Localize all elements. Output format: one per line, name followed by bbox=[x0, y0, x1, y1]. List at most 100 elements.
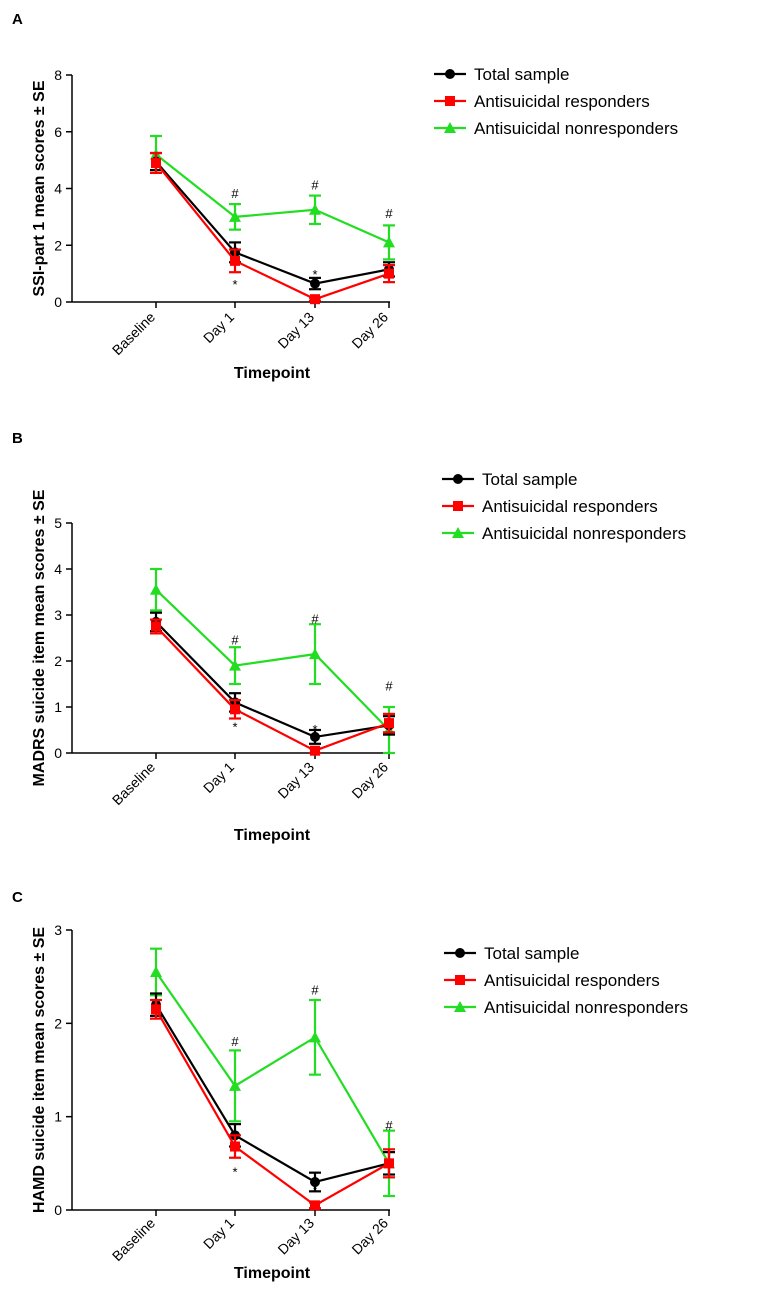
panel-a-x-tick-label: Baseline bbox=[109, 309, 158, 358]
panel-c-legend-responders-label: Antisuicidal responders bbox=[484, 971, 660, 990]
panel-a-significance-star: * bbox=[232, 277, 237, 292]
panel-b-legend-nonresponders-marker bbox=[452, 527, 464, 538]
panel-a-x-axis-title: Timepoint bbox=[234, 365, 311, 382]
panel-c-significance-star: * bbox=[312, 1181, 317, 1196]
panel-c-series-total-line bbox=[155, 1004, 390, 1184]
panel-b-series-responders-point bbox=[310, 745, 320, 756]
panel-b: B 0 1 2 3 4 5 Baseline Day 1 Day 13 Day 26 MADRS su… bbox=[12, 430, 686, 844]
panel-a-series-nonresponders-point bbox=[229, 210, 241, 222]
panel-b-series-total-line bbox=[155, 621, 390, 739]
panel-b-series-nonresponders-point bbox=[229, 659, 241, 671]
panel-c-series-nonresponders-point bbox=[150, 966, 162, 977]
panel-a-y-tick-label: 2 bbox=[54, 237, 62, 253]
panel-a-legend-responders-label: Antisuicidal responders bbox=[474, 92, 650, 111]
panel-c-x-tick-label: Day 1 bbox=[200, 1215, 237, 1252]
panel-c-legend-total-marker bbox=[455, 948, 465, 958]
panel-b-x-tick-label: Day 26 bbox=[348, 759, 391, 802]
panel-a-series-responders-point bbox=[384, 268, 394, 279]
panel-c-legend-nonresponders-marker bbox=[454, 1001, 466, 1012]
panel-b-y-axis-title: MADRS suicide item mean scores ± SE bbox=[31, 489, 48, 786]
panel-b-y-tick-label: 5 bbox=[54, 515, 62, 531]
panel-a-series-total-point bbox=[310, 278, 320, 289]
panel-a-series-nonresponders-line bbox=[155, 153, 390, 244]
panel-a-legend-nonresponders-marker bbox=[444, 122, 456, 133]
panel-c-y-tick-label: 3 bbox=[54, 922, 62, 938]
panel-c-significance-hash: # bbox=[311, 983, 319, 998]
panel-b-series-nonresponders-point bbox=[150, 583, 162, 595]
panel-a-series-total-line bbox=[155, 160, 390, 285]
panel-c: C 0 1 2 3 Baseline Day 1 Day 13 Day 26 HAMD suici… bbox=[12, 889, 688, 1282]
panel-b-x-axis-title: Timepoint bbox=[234, 827, 311, 844]
panel-b-series-nonresponders-point bbox=[309, 648, 321, 660]
panel-c-y-tick-label: 1 bbox=[54, 1109, 62, 1125]
panel-a-y-tick-label: 4 bbox=[54, 181, 62, 197]
panel-a-significance-star: * bbox=[312, 267, 317, 282]
panel-a: A 0 2 4 6 8 Baseline Day 1 Day 13 Day 26 SSI-part … bbox=[12, 11, 678, 382]
panel-c-series-nonresponders-point bbox=[309, 1031, 321, 1043]
panel-b-x-tick-label: Baseline bbox=[109, 759, 158, 808]
panel-c-x-tick-label: Day 13 bbox=[274, 1215, 317, 1258]
panel-a-series-responders-point bbox=[310, 294, 320, 305]
panel-c-series-responders-point bbox=[230, 1141, 240, 1152]
panel-b-legend-total-label: Total sample bbox=[482, 470, 577, 489]
panel-b-significance-hash: # bbox=[311, 612, 319, 627]
panel-c-series-responders-line bbox=[155, 1008, 390, 1207]
panel-b-significance-star: * bbox=[232, 720, 237, 735]
panel-c-x-tick-label: Baseline bbox=[109, 1215, 158, 1264]
panel-c-legend-responders-marker bbox=[455, 975, 465, 985]
panel-b-y-tick-label: 2 bbox=[54, 653, 62, 669]
panel-b-series-nonresponders-line bbox=[155, 588, 390, 731]
panel-c-y-tick-label: 2 bbox=[54, 1015, 62, 1031]
panel-a-y-tick-label: 6 bbox=[54, 124, 62, 140]
panel-c-x-tick-label: Day 26 bbox=[348, 1215, 391, 1258]
panel-a-legend-nonresponders-label: Antisuicidal nonresponders bbox=[474, 119, 678, 138]
panel-a-significance-hash: # bbox=[385, 206, 393, 221]
panel-a-series-responders-point bbox=[230, 255, 240, 266]
panel-b-y-tick-label: 0 bbox=[54, 745, 62, 761]
panel-b-series-total-point bbox=[310, 731, 320, 742]
panel-a-y-tick-label: 0 bbox=[54, 294, 62, 310]
panel-b-series-responders-line bbox=[155, 625, 390, 752]
panel-c-series-responders-point bbox=[384, 1158, 394, 1169]
panel-c-significance-star: * bbox=[232, 1165, 237, 1180]
panel-a-legend-total-marker bbox=[445, 69, 455, 79]
panel-b-significance-hash: # bbox=[231, 632, 239, 647]
panel-c-series-responders-point bbox=[151, 1004, 161, 1015]
panel-a-series-responders-line bbox=[155, 162, 390, 301]
panel-a-series-responders-point bbox=[151, 157, 161, 168]
panel-a-series-nonresponders-point bbox=[383, 236, 395, 248]
panel-b-y-tick-label: 1 bbox=[54, 699, 62, 715]
panel-a-significance-hash: # bbox=[311, 178, 319, 193]
panel-a-letter: A bbox=[12, 11, 23, 28]
panel-c-significance-hash: # bbox=[385, 1118, 393, 1133]
panel-c-letter: C bbox=[12, 889, 23, 906]
panel-a-x-tick-label: Day 1 bbox=[200, 309, 237, 346]
panel-c-x-axis-title: Timepoint bbox=[234, 1265, 311, 1282]
panel-a-y-tick-label: 8 bbox=[54, 67, 62, 83]
panel-b-legend-responders-marker bbox=[453, 501, 463, 511]
panel-b-significance-hash: # bbox=[385, 678, 393, 693]
panel-c-series-total-point bbox=[310, 1177, 320, 1187]
panel-a-series-nonresponders-point bbox=[309, 203, 321, 215]
panel-a-y-axis-title: SSI-part 1 mean scores ± SE bbox=[31, 80, 48, 296]
panel-c-series-responders-point bbox=[310, 1200, 320, 1211]
panel-c-y-tick-label: 0 bbox=[54, 1202, 62, 1218]
panel-b-significance-star: * bbox=[312, 722, 317, 737]
panel-a-significance-hash: # bbox=[231, 186, 239, 201]
panel-b-legend-responders-label: Antisuicidal responders bbox=[482, 497, 658, 516]
panel-b-series-responders-point bbox=[384, 718, 394, 729]
panel-a-legend-total-label: Total sample bbox=[474, 65, 569, 84]
panel-c-legend-nonresponders-label: Antisuicidal nonresponders bbox=[484, 998, 688, 1017]
panel-a-x-tick-label: Day 26 bbox=[348, 309, 391, 352]
panel-b-x-tick-label: Day 1 bbox=[200, 759, 237, 796]
panel-c-series-nonresponders-point bbox=[229, 1079, 241, 1091]
panel-b-series-responders-point bbox=[230, 704, 240, 715]
panel-a-x-tick-label: Day 13 bbox=[274, 309, 317, 352]
panel-b-x-tick-label: Day 13 bbox=[274, 759, 317, 802]
panel-b-y-tick-label: 3 bbox=[54, 607, 62, 623]
panel-c-legend-total-label: Total sample bbox=[484, 944, 579, 963]
panel-c-significance-hash: # bbox=[231, 1034, 239, 1049]
panel-a-legend-responders-marker bbox=[445, 96, 455, 106]
panel-b-legend-total-marker bbox=[453, 474, 463, 484]
